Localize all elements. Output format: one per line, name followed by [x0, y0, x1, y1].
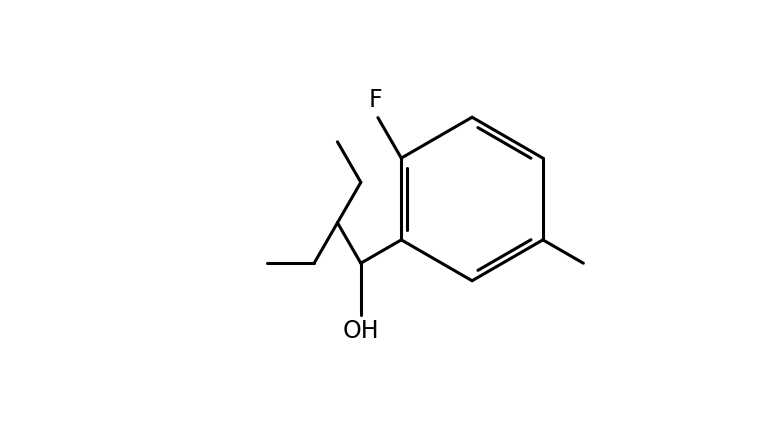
Text: F: F — [369, 88, 383, 112]
Text: OH: OH — [342, 319, 379, 343]
